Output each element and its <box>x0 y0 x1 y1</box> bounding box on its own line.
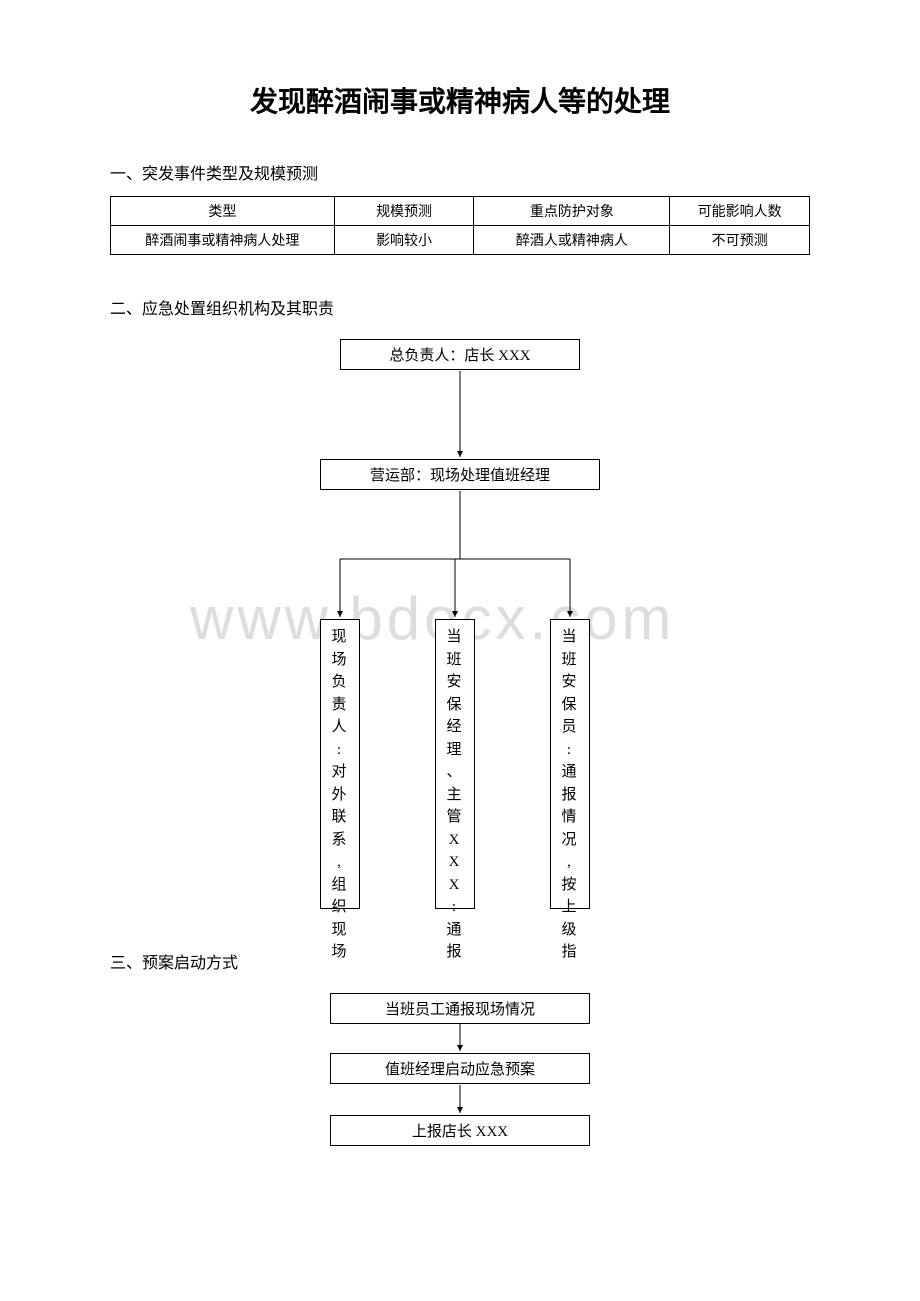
node-onsite-leader: 现场负责人:对外联系,组织现场 <box>320 619 360 909</box>
watermark-text: www.bdocx.com <box>190 584 675 653</box>
node-activate: 值班经理启动应急预案 <box>330 1053 590 1084</box>
col-scale: 规模预测 <box>334 197 474 226</box>
node-security-staff-text: 当班安保员:通报情况,按上级指 <box>562 626 579 964</box>
event-type-table: 类型 规模预测 重点防护对象 可能影响人数 醉酒闹事或精神病人处理 影响较小 醉… <box>110 196 810 255</box>
node-leader: 总负责人：店长 XXX <box>340 339 580 370</box>
node-security-staff: 当班安保员:通报情况,按上级指 <box>550 619 590 909</box>
cell-protect: 醉酒人或精神病人 <box>474 226 670 255</box>
cell-impact: 不可预测 <box>670 226 810 255</box>
col-protect: 重点防护对象 <box>474 197 670 226</box>
node-escalate: 上报店长 XXX <box>330 1115 590 1146</box>
startup-flowchart: 当班员工通报现场情况 值班经理启动应急预案 上报店长 XXX <box>210 993 710 1183</box>
node-report: 当班员工通报现场情况 <box>330 993 590 1024</box>
node-onsite-leader-text: 现场负责人:对外联系,组织现场 <box>332 626 349 964</box>
org-flowchart: www.bdocx.com 总负责人：店长 XXX 营运部：现场处理值班经理 现… <box>210 339 710 919</box>
section1-heading: 一、突发事件类型及规模预测 <box>110 160 810 184</box>
col-impact: 可能影响人数 <box>670 197 810 226</box>
col-type: 类型 <box>111 197 335 226</box>
node-security-manager: 当班安保经理、主管XXX:通报 <box>435 619 475 909</box>
cell-type: 醉酒闹事或精神病人处理 <box>111 226 335 255</box>
table-row: 醉酒闹事或精神病人处理 影响较小 醉酒人或精神病人 不可预测 <box>111 226 810 255</box>
node-security-manager-text: 当班安保经理、主管XXX:通报 <box>447 626 464 964</box>
page-title: 发现醉酒闹事或精神病人等的处理 <box>110 80 810 120</box>
cell-scale: 影响较小 <box>334 226 474 255</box>
table-header-row: 类型 规模预测 重点防护对象 可能影响人数 <box>111 197 810 226</box>
node-operations: 营运部：现场处理值班经理 <box>320 459 600 490</box>
section2-heading: 二、应急处置组织机构及其职责 <box>110 295 810 319</box>
